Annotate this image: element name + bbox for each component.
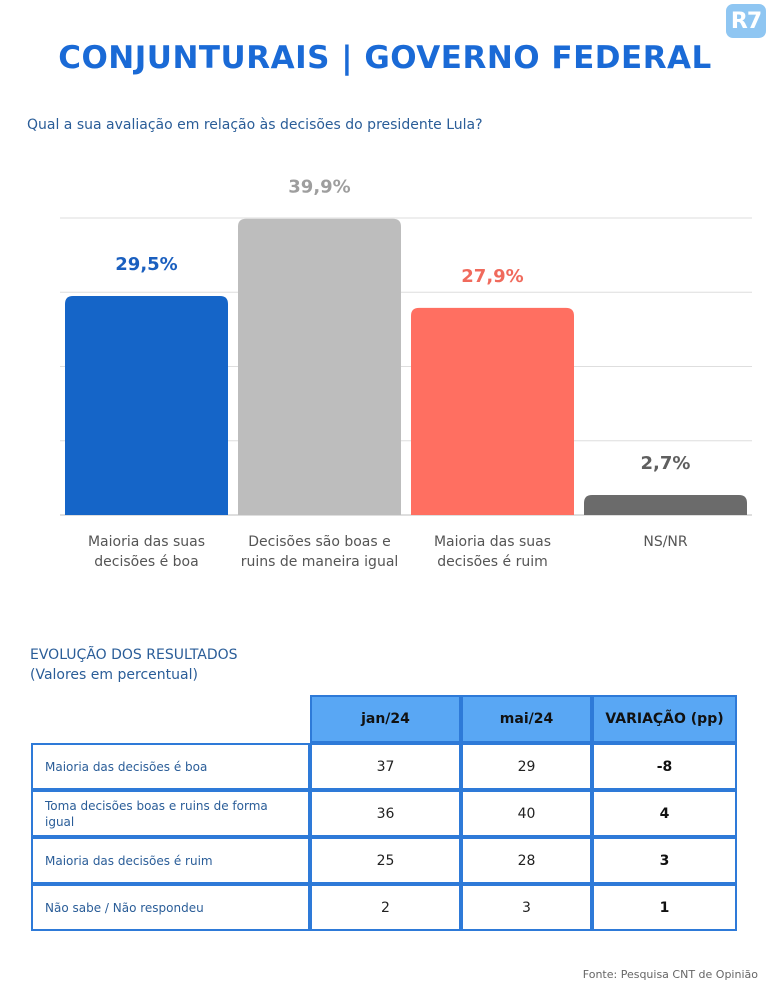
evolution-subtitle: (Valores em percentual)	[30, 667, 198, 683]
data-label: 29,5%	[115, 254, 177, 275]
evolution-table: jan/24 mai/24 VARIAÇÃO (pp) Maioria das …	[31, 695, 737, 931]
bar	[411, 307, 574, 515]
row-label: Não sabe / Não respondeu	[31, 884, 310, 931]
cell-jan: 37	[310, 743, 461, 790]
cell-variation: 1	[592, 884, 737, 931]
data-label: 2,7%	[641, 453, 691, 474]
table-row: Maioria das decisões é boa 37 29 -8	[31, 743, 737, 790]
cell-variation: 4	[592, 790, 737, 837]
table-row: Toma decisões boas e ruins de forma igua…	[31, 790, 737, 837]
table-header-jan: jan/24	[310, 695, 461, 743]
cell-variation: 3	[592, 837, 737, 884]
evolution-title: EVOLUÇÃO DOS RESULTADOS	[30, 647, 238, 663]
category-label: Maioria das suas	[88, 534, 205, 550]
category-label: Decisões são boas e	[248, 534, 390, 550]
survey-question: Qual a sua avaliação em relação às decis…	[27, 117, 483, 133]
table-header-variation: VARIAÇÃO (pp)	[592, 695, 737, 743]
row-label: Maioria das decisões é ruim	[31, 837, 310, 884]
category-label: decisões é boa	[94, 554, 198, 570]
table-row: Maioria das decisões é ruim 25 28 3	[31, 837, 737, 884]
table-header-mai: mai/24	[461, 695, 592, 743]
cell-jan: 2	[310, 884, 461, 931]
cell-jan: 25	[310, 837, 461, 884]
bar	[238, 218, 401, 515]
cell-mai: 40	[461, 790, 592, 837]
table-header-blank	[31, 695, 310, 743]
cell-mai: 28	[461, 837, 592, 884]
data-label: 27,9%	[461, 266, 523, 287]
cell-variation: -8	[592, 743, 737, 790]
category-label: decisões é ruim	[437, 554, 548, 570]
bar	[584, 494, 747, 515]
bar-chart: 29,5% Maioria das suas decisões é boa 39,9%…	[60, 177, 752, 570]
page-title: CONJUNTURAIS | GOVERNO FEDERAL	[58, 40, 712, 76]
row-label: Toma decisões boas e ruins de forma igua…	[31, 790, 310, 837]
cell-mai: 3	[461, 884, 592, 931]
r7-logo: R7	[726, 4, 766, 38]
evolution-heading: EVOLUÇÃO DOS RESULTADOS (Valores em perc…	[30, 645, 238, 685]
cell-jan: 36	[310, 790, 461, 837]
cell-mai: 29	[461, 743, 592, 790]
data-label: 39,9%	[288, 177, 350, 198]
category-label: NS/NR	[643, 534, 688, 550]
category-label: ruins de maneira igual	[241, 554, 399, 570]
table-header-row: jan/24 mai/24 VARIAÇÃO (pp)	[31, 695, 737, 743]
bar	[65, 295, 228, 515]
row-label: Maioria das decisões é boa	[31, 743, 310, 790]
source-note: Fonte: Pesquisa CNT de Opinião	[582, 968, 758, 981]
category-label: Maioria das suas	[434, 534, 551, 550]
table-row: Não sabe / Não respondeu 2 3 1	[31, 884, 737, 931]
